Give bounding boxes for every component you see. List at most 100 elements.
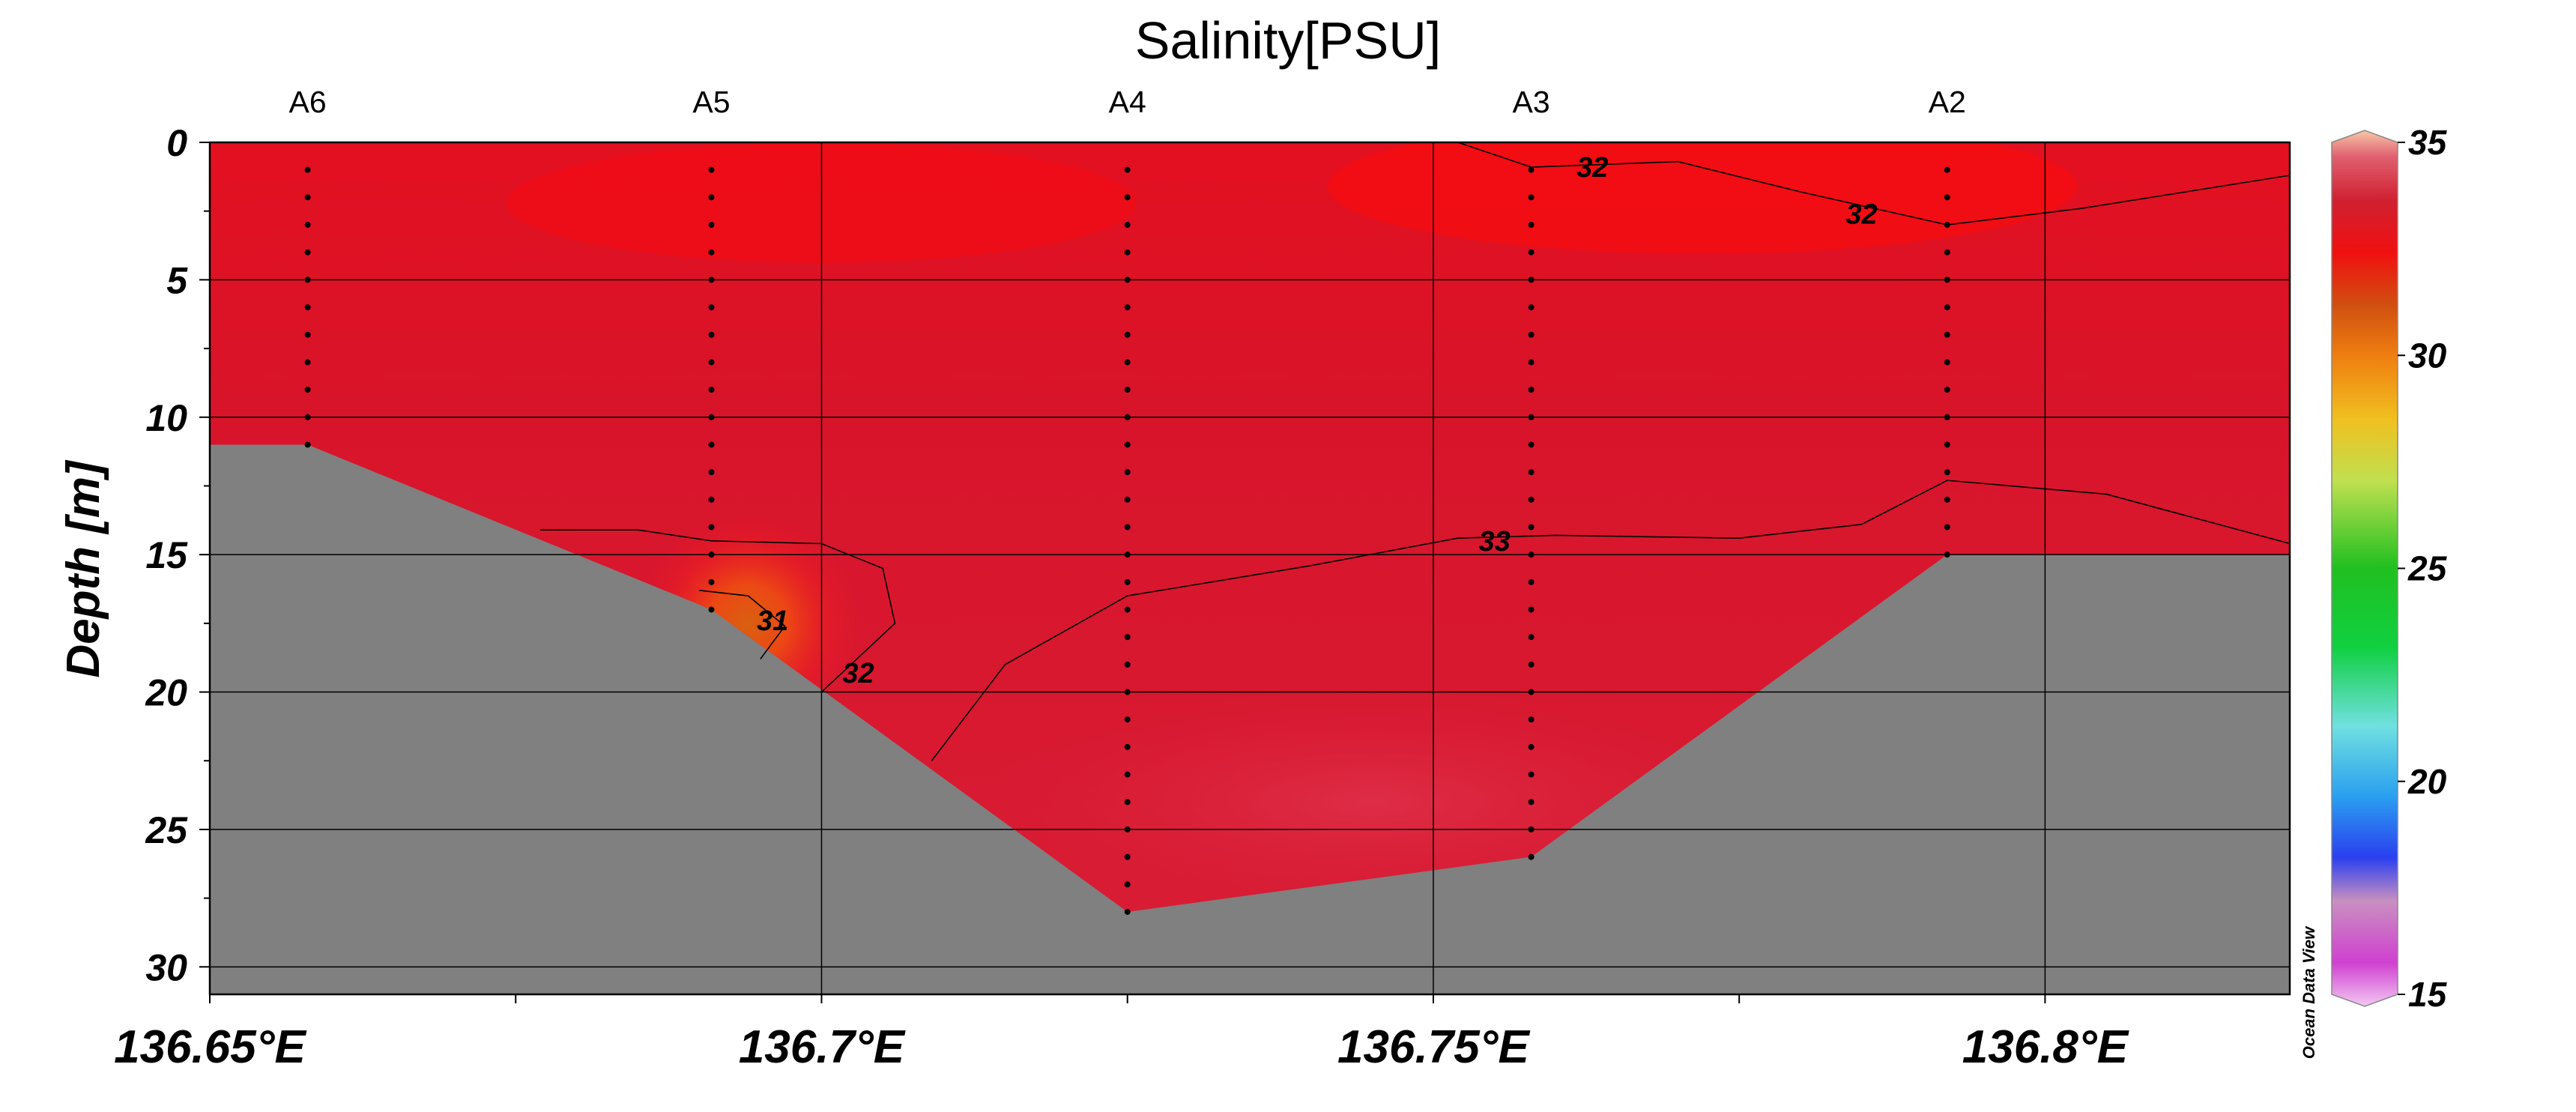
sample-point xyxy=(1528,826,1535,833)
sample-point xyxy=(1528,634,1535,641)
sample-point xyxy=(1528,743,1535,750)
sample-point xyxy=(1528,771,1535,778)
sample-point xyxy=(304,277,311,283)
y-tick-label: 15 xyxy=(145,534,188,576)
sample-point xyxy=(1944,496,1950,503)
sample-point xyxy=(1944,414,1950,420)
sample-point xyxy=(708,606,715,613)
sample-point xyxy=(304,222,311,229)
sample-point xyxy=(1124,826,1131,833)
colorbar-tick-label: 35 xyxy=(2408,123,2448,162)
sample-point xyxy=(1944,552,1950,558)
sample-point xyxy=(1124,496,1131,503)
sample-point xyxy=(708,578,715,585)
sample-point xyxy=(1528,441,1535,448)
colorbar-tick-label: 15 xyxy=(2408,975,2448,1014)
sample-point xyxy=(1944,441,1950,448)
station-label: A6 xyxy=(289,85,327,119)
sample-point xyxy=(1528,249,1535,256)
sample-point xyxy=(1528,359,1535,366)
y-axis: 0 5 10 15 20 25 30 xyxy=(145,122,210,988)
sample-point xyxy=(708,304,715,311)
sample-point xyxy=(1528,222,1535,229)
colorbar-scale xyxy=(2331,130,2398,1007)
y-tick-label: 10 xyxy=(145,397,187,439)
sample-point xyxy=(708,194,715,201)
sample-point xyxy=(1944,469,1950,476)
sample-point xyxy=(1124,552,1131,558)
sample-point xyxy=(1944,304,1950,311)
sample-point xyxy=(1124,661,1131,668)
sample-point xyxy=(1528,469,1535,476)
sample-point xyxy=(708,222,715,229)
y-tick-label: 25 xyxy=(145,809,188,851)
sample-point xyxy=(1944,166,1950,173)
contours: 32 32 33 32 31 xyxy=(539,142,2290,761)
sample-point xyxy=(708,387,715,393)
sample-point xyxy=(1528,578,1535,585)
sample-point xyxy=(1124,414,1131,420)
y-tick-label: 5 xyxy=(166,259,188,301)
colorbar-tick-label: 30 xyxy=(2408,336,2447,375)
sample-point xyxy=(708,166,715,173)
colorbar-tick-label: 25 xyxy=(2407,549,2448,588)
sample-point xyxy=(1944,249,1950,256)
sample-point xyxy=(708,469,715,476)
sample-point xyxy=(1528,716,1535,723)
sample-point xyxy=(1528,277,1535,283)
sample-point xyxy=(708,414,715,420)
sample-point xyxy=(304,359,311,366)
sample-point xyxy=(708,359,715,366)
sample-point xyxy=(304,166,311,173)
sample-point xyxy=(1124,771,1131,778)
sample-point xyxy=(304,194,311,201)
sample-point xyxy=(1528,166,1535,173)
sample-point xyxy=(304,249,311,256)
sample-point xyxy=(1528,661,1535,668)
sample-point xyxy=(1944,222,1950,229)
sample-point xyxy=(1124,634,1131,641)
sample-point xyxy=(1528,194,1535,201)
sample-point xyxy=(1124,799,1131,806)
plot-area: 32 32 33 32 31 A6 A5 A4 A3 A2 0 5 10 15 20 25 30 136.65°E… xyxy=(114,85,2291,1073)
station-label: A3 xyxy=(1512,85,1549,119)
sample-point xyxy=(1528,552,1535,558)
gridlines xyxy=(210,142,2290,994)
y-tick-label: 30 xyxy=(145,946,187,988)
sample-point xyxy=(1124,881,1131,888)
contour-label: 33 xyxy=(1478,526,1510,557)
surface-shade-east xyxy=(1328,142,2078,254)
sample-point xyxy=(1528,496,1535,503)
contour-label: 32 xyxy=(842,658,874,689)
sample-point xyxy=(1124,853,1131,860)
sample-point xyxy=(1124,524,1131,531)
station-label: A2 xyxy=(1929,85,1966,119)
plot-inner: 32 32 33 32 31 xyxy=(210,142,2290,994)
x-tick-label: 136.7°E xyxy=(739,1021,906,1073)
sample-point xyxy=(708,524,715,531)
sample-point xyxy=(1124,908,1131,915)
x-axis: 136.65°E 136.7°E 136.75°E 136.8°E xyxy=(114,994,2129,1073)
sample-point xyxy=(708,331,715,338)
sample-point xyxy=(1528,689,1535,695)
sample-point xyxy=(304,441,311,448)
sample-point xyxy=(708,249,715,256)
sample-point xyxy=(1944,359,1950,366)
sample-point xyxy=(1124,249,1131,256)
x-tick-label: 136.75°E xyxy=(1337,1021,1530,1073)
sample-point xyxy=(1124,222,1131,229)
sample-point xyxy=(304,304,311,311)
x-tick-label: 136.8°E xyxy=(1962,1021,2129,1073)
sample-point xyxy=(1944,524,1950,531)
contour-32 xyxy=(539,529,896,693)
sample-point xyxy=(1124,304,1131,311)
contour-label: 32 xyxy=(1845,199,1877,230)
sample-point xyxy=(1124,716,1131,723)
contour-33 xyxy=(931,480,2290,761)
sample-point xyxy=(1124,166,1131,173)
chart-title: Salinity[PSU] xyxy=(1135,11,1441,70)
sample-point xyxy=(1528,414,1535,420)
sample-point xyxy=(304,414,311,420)
sample-point xyxy=(1124,277,1131,283)
